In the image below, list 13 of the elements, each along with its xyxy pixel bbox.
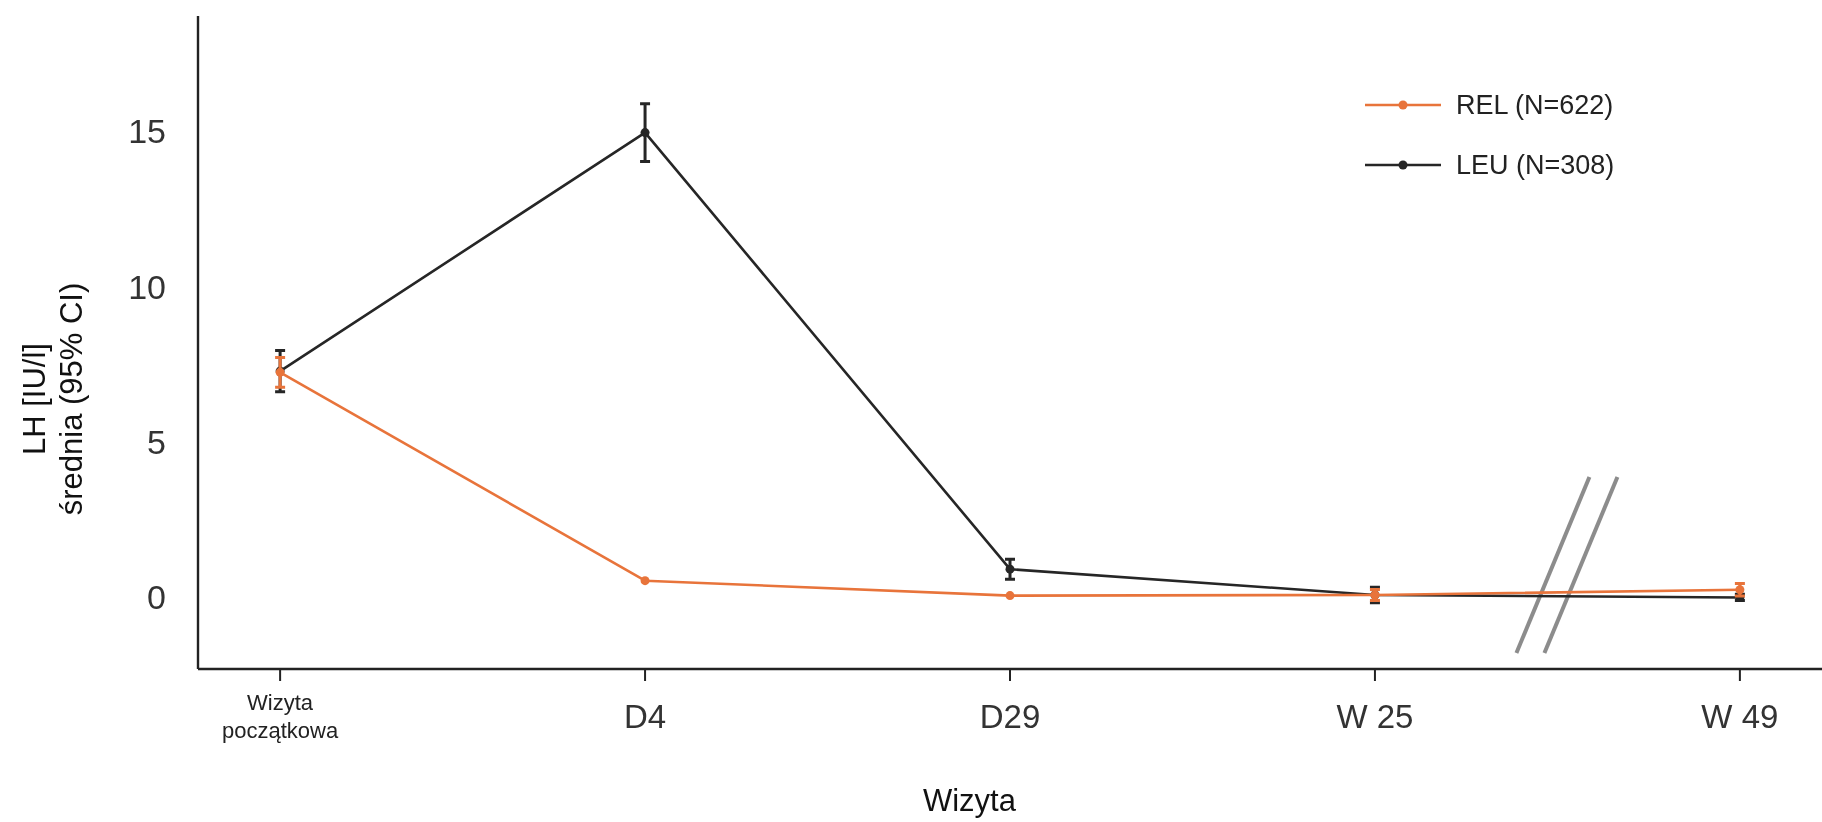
y-tick-label: 5: [147, 423, 166, 461]
legend-label: LEU (N=308): [1456, 150, 1615, 180]
x-tick-label: W 49: [1701, 697, 1779, 735]
x-tick-label: D29: [979, 697, 1041, 735]
legend-label: REL (N=622): [1456, 90, 1614, 120]
y-tick-label: 0: [147, 578, 166, 617]
x-tick-label: Wizyta początkowa: [222, 689, 339, 743]
y-tick-label: 15: [128, 112, 166, 151]
y-tick-label: 10: [128, 267, 166, 306]
y-axis-title: LH [IU/l] średnia (95% CI): [16, 282, 89, 516]
x-tick-label: D4: [623, 697, 667, 735]
x-axis-title: Wizyta: [922, 782, 1017, 818]
x-tick-label: W 25: [1336, 697, 1414, 735]
